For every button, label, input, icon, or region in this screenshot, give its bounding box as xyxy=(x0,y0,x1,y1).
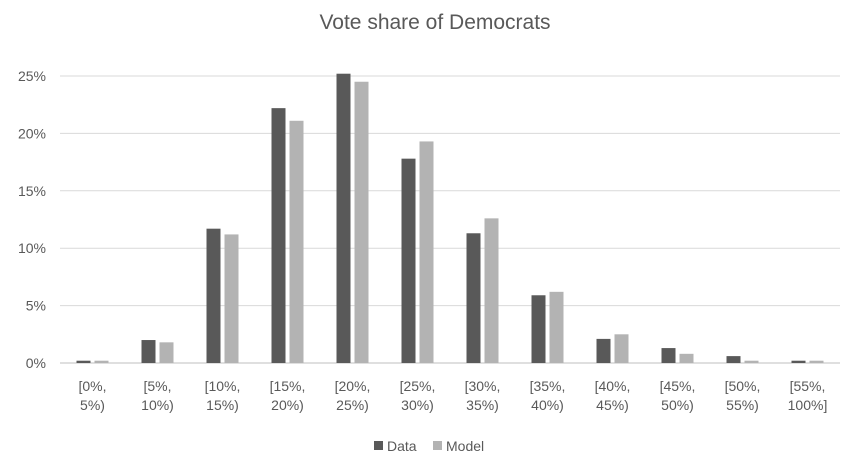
bar-data xyxy=(596,338,611,363)
x-tick-label: [10%, 15%) xyxy=(205,378,241,413)
x-tick-label: [35%, 40%) xyxy=(530,378,566,413)
x-tick-label: [55%, 100%] xyxy=(788,378,828,413)
y-tick-label: 5% xyxy=(26,298,46,314)
y-tick-label: 0% xyxy=(26,355,46,371)
x-tick-label: [0%, 5%) xyxy=(78,378,106,413)
x-tick-label: [15%, 20%) xyxy=(270,378,306,413)
bar-model xyxy=(224,234,239,363)
bar-data xyxy=(791,360,806,363)
bar-model xyxy=(614,334,629,363)
bar-model xyxy=(679,353,694,363)
y-axis-tick-labels: 0% 5% 10% 15% 20% 25% xyxy=(18,68,46,371)
x-tick-label: [30%, 35%) xyxy=(465,378,501,413)
bar-data xyxy=(336,73,351,363)
legend-swatch-data xyxy=(374,441,383,450)
bar-data xyxy=(76,360,91,363)
x-tick-label: [20%, 25%) xyxy=(335,378,371,413)
legend-label-model: Model xyxy=(446,438,484,454)
bar-data xyxy=(141,340,156,363)
bar-data xyxy=(661,348,676,363)
x-tick-label: [25%, 30%) xyxy=(400,378,436,413)
x-tick-label: [45%, 50%) xyxy=(660,378,696,413)
legend-label-data: Data xyxy=(387,438,417,454)
legend-swatch-model xyxy=(433,441,442,450)
bar-data xyxy=(271,108,286,363)
legend: Data Model xyxy=(374,438,484,454)
bar-model xyxy=(289,120,304,363)
bar-model xyxy=(354,81,369,364)
x-tick-label: [50%, 55%) xyxy=(725,378,761,413)
y-tick-label: 10% xyxy=(18,240,46,256)
x-tick-label: [5%, 10%) xyxy=(141,378,174,413)
bar-model xyxy=(484,218,499,363)
chart-title: Vote share of Democrats xyxy=(319,11,550,34)
bar-data xyxy=(401,158,416,363)
bar-model xyxy=(809,360,824,363)
bar-model xyxy=(419,141,434,363)
bar-data xyxy=(531,295,546,363)
bars xyxy=(76,73,824,364)
bar-data xyxy=(466,233,481,363)
bar-data xyxy=(206,228,221,363)
bar-model xyxy=(744,360,759,363)
y-tick-label: 25% xyxy=(18,68,46,84)
y-tick-label: 15% xyxy=(18,183,46,199)
bar-model xyxy=(94,360,109,363)
x-axis-tick-labels: [0%, 5%) [5%, 10%) [10%, 15%) [15%, 20%) [20%, 25… xyxy=(78,378,827,413)
bar-model xyxy=(549,291,564,363)
gridlines xyxy=(60,75,840,364)
bar-model xyxy=(159,342,174,363)
bar-data xyxy=(726,356,741,363)
x-tick-label: [40%, 45%) xyxy=(595,378,631,413)
y-tick-label: 20% xyxy=(18,125,46,141)
